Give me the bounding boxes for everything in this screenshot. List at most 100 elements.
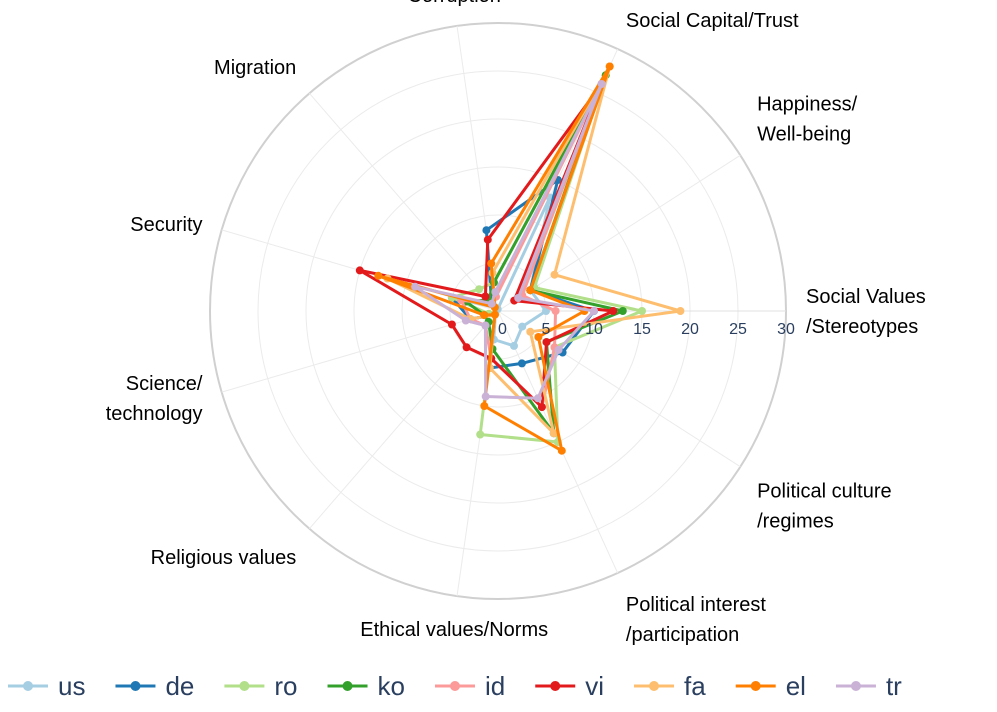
- axis-label: Ethical values/Norms: [360, 619, 548, 641]
- data-point: [510, 341, 518, 350]
- legend-swatch-marker: [23, 681, 33, 691]
- data-point: [518, 322, 527, 331]
- legend-item-fa[interactable]: fa: [634, 671, 706, 701]
- data-point: [355, 266, 364, 275]
- radial-tick-label: 30: [777, 321, 795, 338]
- data-point: [480, 402, 489, 410]
- radial-tick-label: 5: [542, 321, 551, 338]
- legend-label: vi: [585, 671, 604, 701]
- radial-ticks: 0 5 10 15 20 25 30: [498, 321, 795, 338]
- legend-item-id[interactable]: id: [434, 671, 505, 701]
- legend-item-vi[interactable]: vi: [535, 671, 604, 701]
- series-line-fa: [386, 65, 681, 435]
- data-point: [481, 321, 490, 330]
- legend: us de ro ko id vi fa el tr: [8, 671, 902, 701]
- data-point: [605, 62, 614, 71]
- axis-label-line: Ethical values/Norms: [360, 619, 548, 641]
- legend-item-tr[interactable]: tr: [835, 671, 902, 701]
- grid-spoke: [309, 310, 499, 529]
- axis-label: Corruption: [408, 0, 501, 7]
- legend-item-de[interactable]: de: [115, 671, 194, 701]
- data-point: [549, 429, 558, 438]
- axis-label: Science/technology: [106, 373, 203, 425]
- legend-label: fa: [684, 671, 706, 701]
- axis-label-line: Political interest: [626, 594, 767, 616]
- axis-label: Social Capital/Trust: [626, 10, 799, 32]
- legend-swatch-marker: [449, 681, 460, 691]
- axis-label-line: technology: [106, 403, 203, 425]
- radial-tick-label: 15: [633, 321, 651, 338]
- series-line-de: [450, 178, 596, 370]
- axis-label-line: /regimes: [757, 511, 834, 533]
- grid-spoke: [497, 310, 741, 468]
- data-point: [618, 307, 627, 315]
- data-point: [526, 327, 535, 336]
- grid-spoke: [309, 93, 499, 312]
- data-point: [487, 259, 496, 268]
- legend-label: ro: [274, 671, 297, 701]
- radial-tick-label: 10: [585, 321, 603, 338]
- data-point: [487, 299, 496, 308]
- legend-swatch-marker: [550, 681, 561, 691]
- data-point: [554, 345, 563, 354]
- data-point: [590, 307, 598, 315]
- legend-swatch-marker: [130, 681, 141, 691]
- grid-spoke: [221, 310, 499, 393]
- legend-label: de: [165, 671, 194, 701]
- axis-label-line: Social Capital/Trust: [626, 10, 799, 32]
- axis-label: Religious values: [151, 547, 297, 569]
- legend-swatch-marker: [649, 681, 660, 691]
- axis-label-line: Corruption: [408, 0, 501, 7]
- data-point: [374, 271, 383, 280]
- axis-label-line: Well-being: [757, 124, 851, 146]
- series-tr: [411, 80, 606, 403]
- axis-label: Political culture/regimes: [757, 481, 892, 533]
- data-point: [597, 80, 606, 88]
- axis-label-line: Science/: [126, 373, 203, 395]
- axis-label-line: Migration: [214, 57, 296, 79]
- legend-label: tr: [886, 671, 902, 701]
- axis-label: Political interest/participation: [626, 594, 767, 646]
- axis-label-line: /Stereotypes: [806, 316, 918, 338]
- radial-tick-label: 25: [729, 321, 747, 338]
- legend-item-us[interactable]: us: [8, 671, 85, 701]
- axis-label-line: Religious values: [151, 547, 297, 569]
- legend-item-ko[interactable]: ko: [327, 671, 405, 701]
- data-point: [517, 359, 526, 368]
- data-point: [483, 235, 492, 244]
- legend-label: el: [786, 671, 806, 701]
- axis-label: Social Values/Stereotypes: [806, 286, 926, 338]
- legend-item-el[interactable]: el: [735, 671, 806, 701]
- data-point: [676, 307, 685, 315]
- radial-tick-label: 20: [681, 321, 699, 338]
- radial-tick-label: 0: [498, 321, 507, 338]
- legend-item-ro[interactable]: ro: [224, 671, 298, 701]
- data-point: [537, 403, 546, 412]
- legend-swatch-marker: [750, 681, 761, 691]
- axis-label-line: Social Values: [806, 286, 926, 308]
- axis-label: Happiness/Well-being: [757, 94, 858, 146]
- legend-swatch-marker: [239, 681, 250, 691]
- series-line-tr: [413, 82, 604, 400]
- radar-series: [355, 62, 685, 455]
- series-el: [374, 62, 614, 455]
- data-point: [551, 307, 560, 315]
- legend-label: id: [485, 671, 505, 701]
- legend-swatch-marker: [850, 681, 861, 691]
- data-point: [447, 320, 456, 329]
- data-point: [480, 311, 489, 320]
- series-line-el: [376, 65, 612, 453]
- data-point: [557, 446, 566, 455]
- axis-label: Security: [130, 214, 202, 236]
- legend-label: ko: [378, 671, 405, 701]
- data-point: [491, 288, 500, 296]
- axis-label-line: Security: [130, 214, 202, 236]
- data-point: [481, 292, 490, 301]
- data-point: [542, 338, 551, 347]
- data-point: [475, 285, 484, 294]
- data-point: [534, 333, 543, 341]
- axis-label-line: Political culture: [757, 481, 892, 503]
- data-point: [482, 226, 491, 235]
- data-point: [462, 343, 471, 352]
